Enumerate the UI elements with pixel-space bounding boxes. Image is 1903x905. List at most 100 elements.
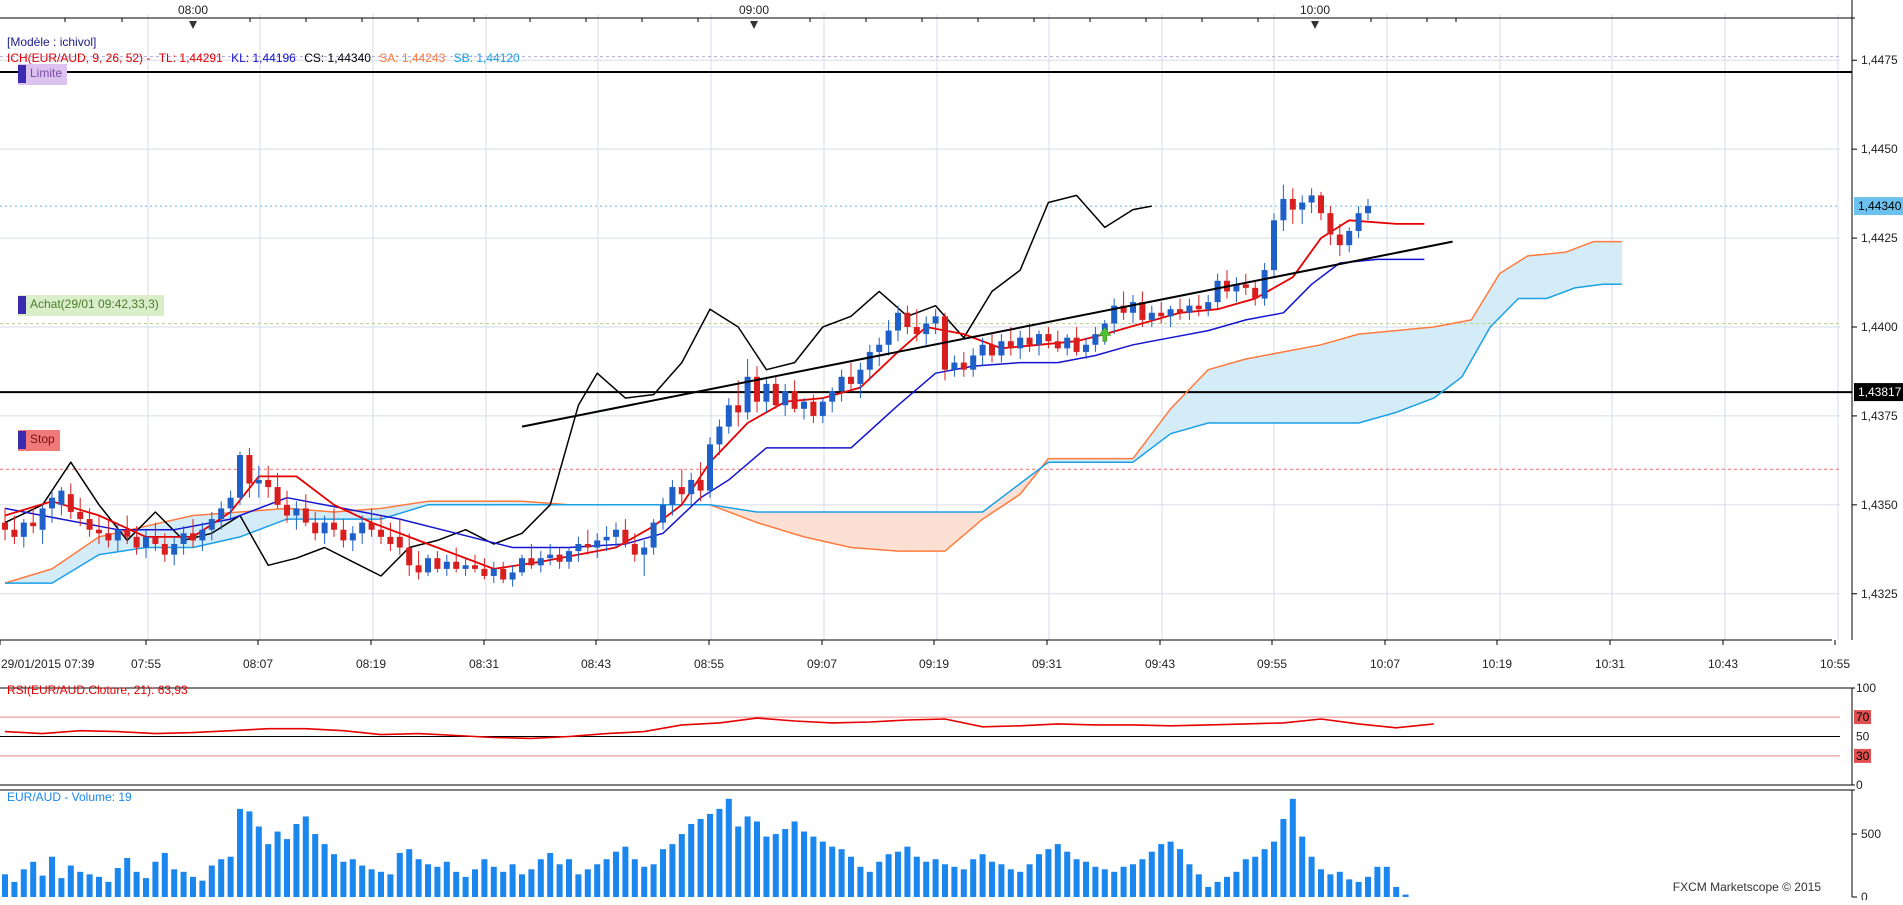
candle-body[interactable] <box>490 568 497 576</box>
candle-body[interactable] <box>312 522 319 534</box>
candle-body[interactable] <box>1308 195 1315 203</box>
candle-body[interactable] <box>584 543 591 548</box>
volume-bar[interactable] <box>58 878 65 897</box>
candle-body[interactable] <box>1026 337 1033 345</box>
candle-body[interactable] <box>1214 280 1221 303</box>
candle-body[interactable] <box>519 558 525 573</box>
candle-body[interactable] <box>528 558 535 566</box>
candle-body[interactable] <box>49 497 55 509</box>
volume-bar[interactable] <box>1205 886 1212 897</box>
volume-bar[interactable] <box>998 864 1005 897</box>
volume-bar[interactable] <box>1365 876 1371 897</box>
volume-bar[interactable] <box>913 856 920 897</box>
volume-bar[interactable] <box>321 844 328 897</box>
volume-bar[interactable] <box>49 856 55 897</box>
candle-body[interactable] <box>1148 312 1155 320</box>
volume-bar[interactable] <box>11 881 18 897</box>
candle-body[interactable] <box>86 519 93 530</box>
candle-body[interactable] <box>735 405 742 413</box>
candle-body[interactable] <box>462 565 469 569</box>
candle-body[interactable] <box>199 529 206 541</box>
volume-bar[interactable] <box>368 869 375 897</box>
candle-body[interactable] <box>1158 312 1165 317</box>
volume-bar[interactable] <box>1327 874 1334 897</box>
candle-body[interactable] <box>707 444 713 491</box>
volume-bar[interactable] <box>1261 849 1268 897</box>
candle-body[interactable] <box>1045 334 1052 342</box>
volume-bar[interactable] <box>951 866 958 897</box>
volume-bar[interactable] <box>1167 841 1174 897</box>
volume-bar[interactable] <box>500 871 507 897</box>
volume-bar[interactable] <box>218 859 225 897</box>
candle-body[interactable] <box>500 568 507 580</box>
candle-body[interactable] <box>1130 302 1136 313</box>
candle-body[interactable] <box>96 529 102 534</box>
candle-body[interactable] <box>763 383 770 402</box>
volume-bar[interactable] <box>716 808 723 897</box>
candle-body[interactable] <box>359 522 366 534</box>
candle-body[interactable] <box>415 565 422 573</box>
volume-bar[interactable] <box>340 861 347 897</box>
volume-bar[interactable] <box>415 859 422 897</box>
candle-body[interactable] <box>819 401 826 416</box>
volume-bar[interactable] <box>735 826 742 897</box>
volume-bar[interactable] <box>462 876 469 897</box>
volume-bar[interactable] <box>1374 866 1381 897</box>
volume-bar[interactable] <box>1017 871 1024 897</box>
candle-body[interactable] <box>829 391 836 402</box>
candle-body[interactable] <box>801 401 807 409</box>
volume-bar[interactable] <box>838 849 845 897</box>
candle-body[interactable] <box>1318 195 1324 214</box>
volume-bar[interactable] <box>1383 866 1390 897</box>
candle-body[interactable] <box>349 533 356 541</box>
volume-bar[interactable] <box>1111 871 1118 897</box>
volume-bar[interactable] <box>1195 874 1202 897</box>
candle-body[interactable] <box>2 522 8 530</box>
volume-bar[interactable] <box>1026 864 1033 897</box>
candle-body[interactable] <box>1242 284 1249 288</box>
volume-bar[interactable] <box>754 821 760 897</box>
volume-bar[interactable] <box>246 811 253 897</box>
candle-body[interactable] <box>302 508 309 523</box>
volume-bar[interactable] <box>1036 854 1042 897</box>
candle-body[interactable] <box>810 401 817 416</box>
candle-body[interactable] <box>641 547 648 555</box>
candle-body[interactable] <box>218 508 225 520</box>
candle-body[interactable] <box>443 561 450 569</box>
volume-bar[interactable] <box>77 871 84 897</box>
candle-body[interactable] <box>537 558 544 566</box>
candle-body[interactable] <box>20 522 27 537</box>
candle-body[interactable] <box>613 529 619 537</box>
candle-body[interactable] <box>1252 287 1259 299</box>
candle-body[interactable] <box>754 376 760 402</box>
candle-body[interactable] <box>575 543 582 552</box>
volume-bar[interactable] <box>396 852 403 897</box>
buy-arrow-icon[interactable] <box>1098 327 1112 342</box>
volume-bar[interactable] <box>669 844 676 897</box>
volume-bar[interactable] <box>1299 836 1306 897</box>
candle-body[interactable] <box>1355 213 1362 231</box>
volume-bar[interactable] <box>622 846 629 897</box>
volume-bar[interactable] <box>1073 859 1080 897</box>
volume-bar[interactable] <box>904 846 911 897</box>
volume-bar[interactable] <box>331 854 337 897</box>
volume-bar[interactable] <box>208 865 215 897</box>
volume-bar[interactable] <box>519 874 525 897</box>
candle-body[interactable] <box>472 565 478 569</box>
volume-bar[interactable] <box>810 836 817 897</box>
candle-body[interactable] <box>885 330 892 345</box>
candle-body[interactable] <box>932 316 939 324</box>
candle-body[interactable] <box>838 376 845 392</box>
candle-body[interactable] <box>124 529 131 537</box>
volume-bar[interactable] <box>1233 871 1240 897</box>
candle-body[interactable] <box>1167 309 1174 317</box>
volume-bar[interactable] <box>237 808 243 897</box>
candle-body[interactable] <box>425 558 431 573</box>
candle-body[interactable] <box>979 344 986 356</box>
candle-body[interactable] <box>1365 206 1371 214</box>
candle-body[interactable] <box>716 426 723 445</box>
volume-bar[interactable] <box>942 864 948 897</box>
candle-body[interactable] <box>547 554 554 559</box>
candle-body[interactable] <box>1280 198 1287 221</box>
